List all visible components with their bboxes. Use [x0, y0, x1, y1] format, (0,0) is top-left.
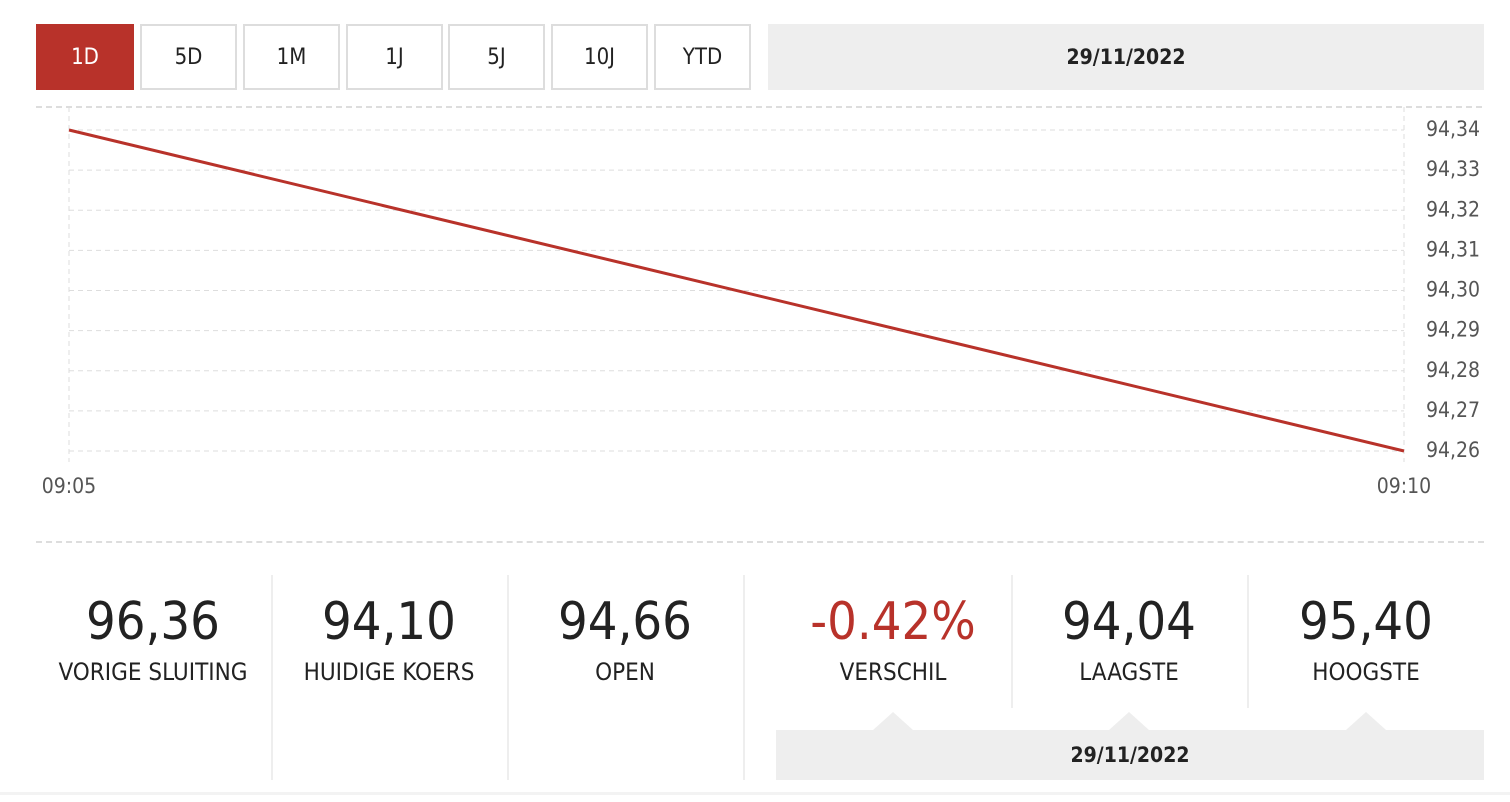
- y-tick-label: 94,28: [1426, 358, 1480, 382]
- tab[interactable]: YTD: [654, 24, 751, 90]
- y-tick-label: 94,31: [1426, 237, 1480, 261]
- divider: [36, 541, 1484, 543]
- stat: 94,66 OPEN: [507, 590, 743, 686]
- separator: [271, 575, 273, 780]
- tab[interactable]: 1J: [346, 24, 443, 90]
- x-tick-label: 09:05: [42, 474, 96, 498]
- stat: 94,04 LAAGSTE: [1011, 590, 1247, 686]
- tab[interactable]: 1D: [36, 24, 134, 90]
- y-tick-label: 94,33: [1426, 157, 1480, 181]
- stat-label: HOOGSTE: [1312, 658, 1420, 686]
- price-line: [68, 128, 1405, 453]
- stat-label: LAAGSTE: [1079, 658, 1179, 686]
- stat: 95,40 HOOGSTE: [1248, 590, 1484, 686]
- stat-value: 94,04: [1062, 592, 1196, 652]
- stat-value: 94,66: [558, 592, 692, 652]
- chart: 94,34 94,33 94,32 94,31 94,30 94,29 94,28 94,27…: [36, 106, 1484, 498]
- notch: [1109, 712, 1149, 730]
- stat-value: -0.42%: [810, 592, 976, 652]
- stat: -0.42% VERSCHIL: [775, 590, 1011, 686]
- y-tick-label: 94,34: [1426, 117, 1480, 141]
- y-tick-label: 94,29: [1426, 318, 1480, 342]
- tab[interactable]: 1M: [243, 24, 340, 90]
- stat: 94,10 HUIDIGE KOERS: [271, 590, 507, 686]
- tab[interactable]: 5J: [448, 24, 545, 90]
- footer-date: 29/11/2022: [1070, 743, 1190, 767]
- stat-value: 95,40: [1299, 592, 1433, 652]
- stat-value: 94,10: [322, 592, 456, 652]
- y-tick-label: 94,30: [1426, 278, 1480, 302]
- separator: [507, 575, 509, 780]
- x-tick-label: 09:10: [1377, 474, 1431, 498]
- page-edge: [0, 792, 1510, 795]
- notch: [1346, 712, 1386, 730]
- stat-label: VERSCHIL: [839, 658, 947, 686]
- y-tick-label: 94,27: [1426, 398, 1480, 422]
- stat-label: OPEN: [595, 658, 655, 686]
- separator: [1011, 575, 1013, 708]
- stat-label: VORIGE SLUITING: [58, 658, 248, 686]
- tab[interactable]: 10J: [551, 24, 648, 90]
- stat-label: HUIDIGE KOERS: [303, 658, 475, 686]
- separator: [743, 575, 745, 780]
- separator: [1247, 575, 1249, 708]
- y-tick-label: 94,26: [1426, 438, 1480, 462]
- y-tick-label: 94,32: [1426, 197, 1480, 221]
- tab[interactable]: 5D: [140, 24, 237, 90]
- footer-box: [0, 712, 1510, 795]
- stat: 96,36 VORIGE SLUITING: [35, 590, 271, 686]
- stat-value: 96,36: [86, 592, 220, 652]
- footer-bg: [776, 730, 1484, 780]
- header-date: 29/11/2022: [768, 24, 1484, 90]
- notch: [873, 712, 913, 730]
